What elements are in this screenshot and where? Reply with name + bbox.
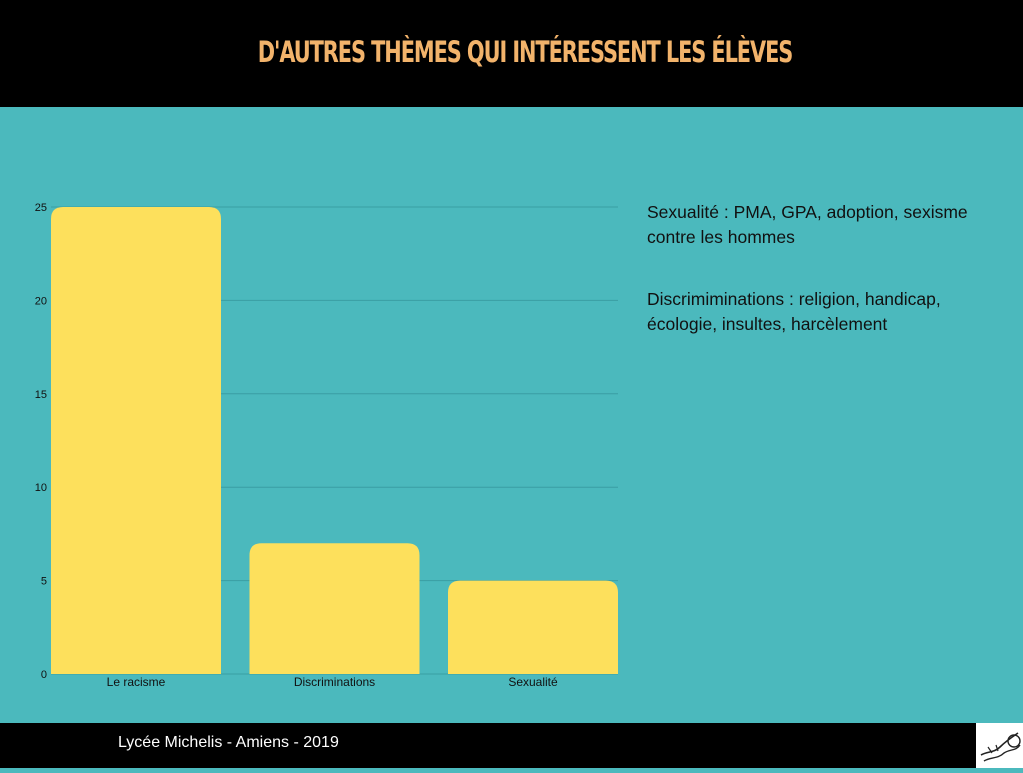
y-tick-label: 5 (41, 576, 47, 588)
y-tick-label: 20 (35, 295, 47, 307)
bar-chart: 0 5 10 15 20 25 Le racisme Discriminations Sexua… (0, 180, 640, 710)
x-tick-label: Discriminations (294, 675, 375, 689)
note-sexualite: Sexualité : PMA, GPA, adoption, sexisme … (647, 202, 968, 247)
y-tick-label: 15 (35, 389, 47, 401)
school-logo-icon (976, 723, 1023, 768)
school-logo-svg (980, 732, 1021, 762)
bar-discriminations (249, 543, 420, 674)
notes-panel: Sexualité : PMA, GPA, adoption, sexisme … (647, 200, 1007, 374)
footer-text: Lycée Michelis - Amiens - 2019 (118, 734, 339, 751)
y-tick-label: 10 (35, 482, 47, 494)
bar-sexualit- (448, 580, 618, 674)
slide-header: D'AUTRES THÈMES QUI INTÉRESSENT LES ÉLÈV… (0, 0, 1023, 107)
slide-footer: Lycée Michelis - Amiens - 2019 (0, 723, 1023, 768)
note-discriminations: Discrimiminations : religion, handicap, … (647, 289, 941, 334)
y-tick-label: 25 (35, 202, 47, 214)
slide-title: D'AUTRES THÈMES QUI INTÉRESSENT LES ÉLÈV… (257, 35, 794, 69)
bar-le-racisme (51, 207, 221, 674)
y-tick-label: 0 (41, 669, 47, 681)
bar-chart-svg: 0 5 10 15 20 25 Le racisme Discriminations Sexua… (35, 202, 618, 689)
x-tick-label: Le racisme (107, 675, 166, 689)
x-tick-label: Sexualité (508, 675, 558, 689)
